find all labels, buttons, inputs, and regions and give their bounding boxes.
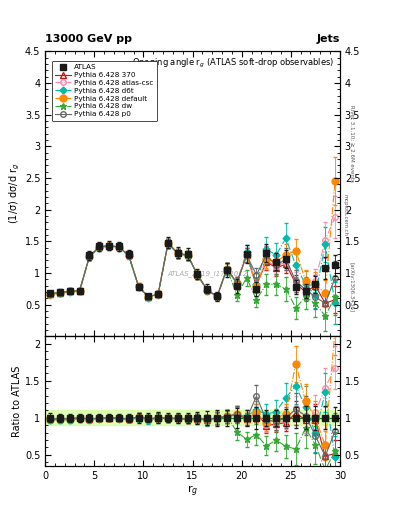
X-axis label: r$_g$: r$_g$ (187, 483, 198, 499)
Legend: ATLAS, Pythia 6.428 370, Pythia 6.428 atlas-csc, Pythia 6.428 d6t, Pythia 6.428 : ATLAS, Pythia 6.428 370, Pythia 6.428 at… (52, 60, 157, 121)
Text: Jets: Jets (317, 33, 340, 44)
Text: Rivet 3.1.10; ≥ 2.6M events: Rivet 3.1.10; ≥ 2.6M events (349, 105, 354, 182)
Text: [arXiv:1306.3436]: [arXiv:1306.3436] (349, 262, 354, 312)
Text: ATLAS_2019_I1772012: ATLAS_2019_I1772012 (167, 270, 248, 277)
Y-axis label: Ratio to ATLAS: Ratio to ATLAS (12, 366, 22, 437)
Text: Opening angle r$_g$ (ATLAS soft-drop observables): Opening angle r$_g$ (ATLAS soft-drop obs… (132, 57, 334, 70)
Text: 13000 GeV pp: 13000 GeV pp (45, 33, 132, 44)
Text: mcplots.cern.ch: mcplots.cern.ch (343, 194, 347, 236)
Bar (45, 411, 340, 425)
Y-axis label: (1/σ) dσ/d r$_g$: (1/σ) dσ/d r$_g$ (7, 163, 22, 224)
